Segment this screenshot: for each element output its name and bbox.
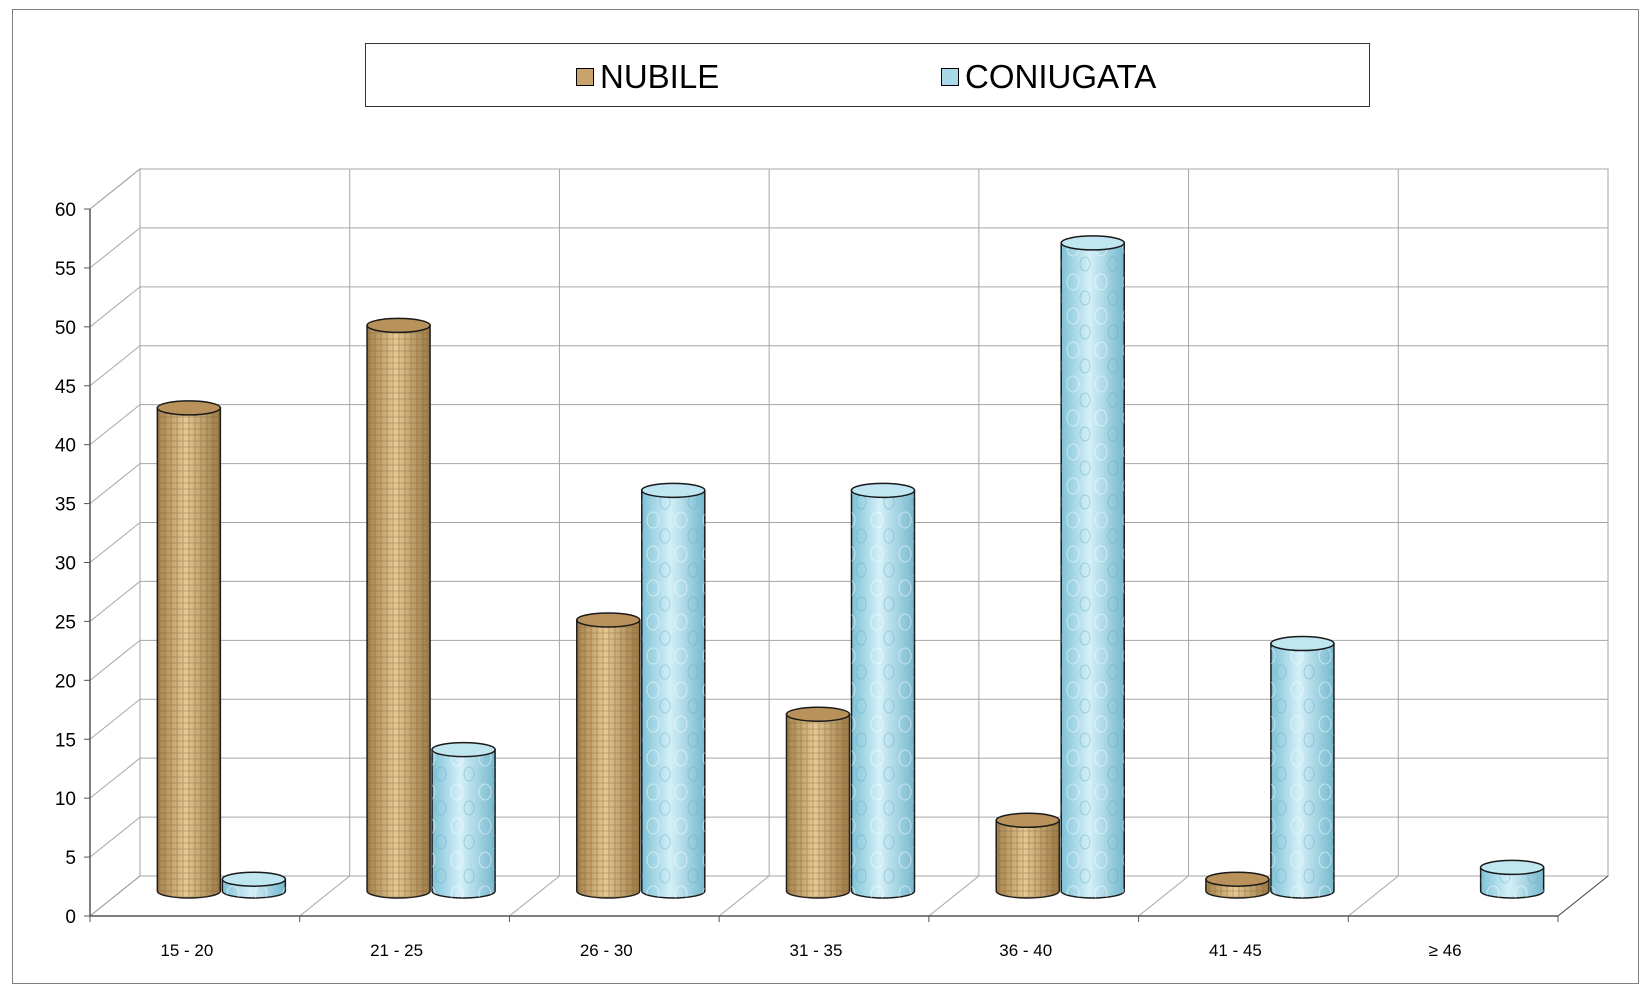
- y-tick-label: 25: [55, 612, 76, 633]
- gridline-side: [89, 698, 141, 740]
- bar-texture: [1480, 867, 1544, 899]
- bar-texture: [576, 619, 640, 899]
- gridline-side: [89, 227, 141, 269]
- y-tick-label: 40: [55, 436, 76, 457]
- floor-divider: [509, 875, 560, 917]
- label-layer: 0 5 10 15 20 25 30 35 40 45 50 55 60 15 - 20 21 - 25 26…: [55, 200, 1462, 960]
- bar-texture: [367, 325, 431, 899]
- bar-top: [995, 812, 1060, 829]
- x-category-label: 36 - 40: [999, 941, 1052, 960]
- x-category-label: 15 - 20: [160, 941, 213, 960]
- bar-coniugata-5: [1270, 635, 1335, 899]
- bars-layer: [156, 235, 1545, 899]
- bar-coniugata-3: [850, 482, 916, 899]
- gridline-side: [89, 404, 141, 446]
- y-tick-label: 15: [55, 730, 76, 751]
- legend-label-coniugata: CONIUGATA: [965, 58, 1157, 95]
- bar-top: [576, 612, 641, 628]
- bar-top: [1479, 859, 1545, 876]
- legend-item-coniugata: CONIUGATA: [941, 58, 1156, 96]
- gridline-side: [89, 463, 141, 504]
- legend-item-nubile: NUBILE: [576, 58, 719, 96]
- bar-texture: [157, 407, 221, 899]
- y-tick-label: 10: [55, 789, 76, 810]
- floor-divider: [89, 875, 141, 917]
- gridline-side: [89, 757, 141, 799]
- y-tick-label: 55: [55, 259, 76, 280]
- chart-frame: [12, 9, 1639, 984]
- bar-texture: [786, 714, 850, 899]
- floor-edge: [1557, 875, 1609, 917]
- legend-label-nubile: NUBILE: [600, 58, 720, 95]
- x-category-label: 21 - 25: [370, 941, 423, 960]
- bar-top: [850, 482, 916, 499]
- bar-top: [785, 706, 851, 722]
- bar-coniugata-4: [1060, 235, 1125, 899]
- bar-top: [1270, 635, 1335, 652]
- bar-coniugata-6: [1479, 859, 1545, 899]
- gridline-side: [89, 168, 141, 210]
- y-tick-label: 50: [55, 318, 76, 339]
- gridline-side: [89, 345, 141, 387]
- bar-nubile-5: [1205, 871, 1270, 899]
- bar-top: [156, 400, 222, 416]
- bar-nubile-4: [995, 812, 1060, 899]
- bar-texture: [432, 749, 496, 899]
- bar-texture: [1270, 643, 1334, 899]
- gridline-side: [89, 286, 141, 328]
- legend: NUBILE CONIUGATA: [365, 43, 1370, 107]
- bar-texture: [641, 490, 705, 899]
- gridline-side: [89, 816, 141, 858]
- bar-top: [221, 871, 287, 887]
- legend-swatch-nubile: [576, 68, 594, 86]
- bar-nubile-3: [785, 706, 851, 899]
- gridline-side: [89, 639, 141, 681]
- bar-texture: [1061, 242, 1125, 899]
- y-tick-label: 0: [65, 907, 76, 928]
- floor-divider: [718, 875, 770, 917]
- y-tick-label: 20: [55, 671, 76, 692]
- bar-nubile-0: [156, 400, 222, 899]
- bar-coniugata-1: [431, 741, 496, 899]
- floor-divider: [299, 875, 351, 917]
- y-tick-label: 60: [55, 200, 76, 221]
- floor-divider: [1138, 875, 1189, 917]
- bar-coniugata-0: [221, 871, 287, 899]
- y-tick-label: 35: [55, 495, 76, 516]
- bar-texture: [851, 490, 915, 899]
- bar-top: [431, 741, 496, 758]
- axis-layer: [84, 208, 1609, 922]
- bar-coniugata-2: [641, 482, 706, 899]
- x-category-label: 31 - 35: [790, 941, 843, 960]
- y-tick-label: 30: [55, 554, 76, 575]
- bar-top: [641, 482, 706, 499]
- bar-nubile-2: [576, 612, 641, 899]
- bar-top: [1060, 235, 1125, 251]
- y-tick-label: 5: [65, 848, 76, 869]
- floor-divider: [928, 875, 980, 917]
- bar-top: [366, 317, 431, 334]
- floor-divider: [1347, 875, 1399, 917]
- bar-nubile-1: [366, 317, 431, 899]
- gridline-side: [89, 581, 141, 622]
- x-category-label: ≥ 46: [1429, 941, 1462, 960]
- y-tick-label: 45: [55, 377, 76, 398]
- x-category-label: 26 - 30: [580, 941, 633, 960]
- bar-top: [1205, 871, 1270, 887]
- legend-swatch-coniugata: [941, 68, 959, 86]
- bar-texture: [996, 820, 1060, 898]
- x-category-label: 41 - 45: [1209, 941, 1262, 960]
- gridline-side: [89, 522, 141, 563]
